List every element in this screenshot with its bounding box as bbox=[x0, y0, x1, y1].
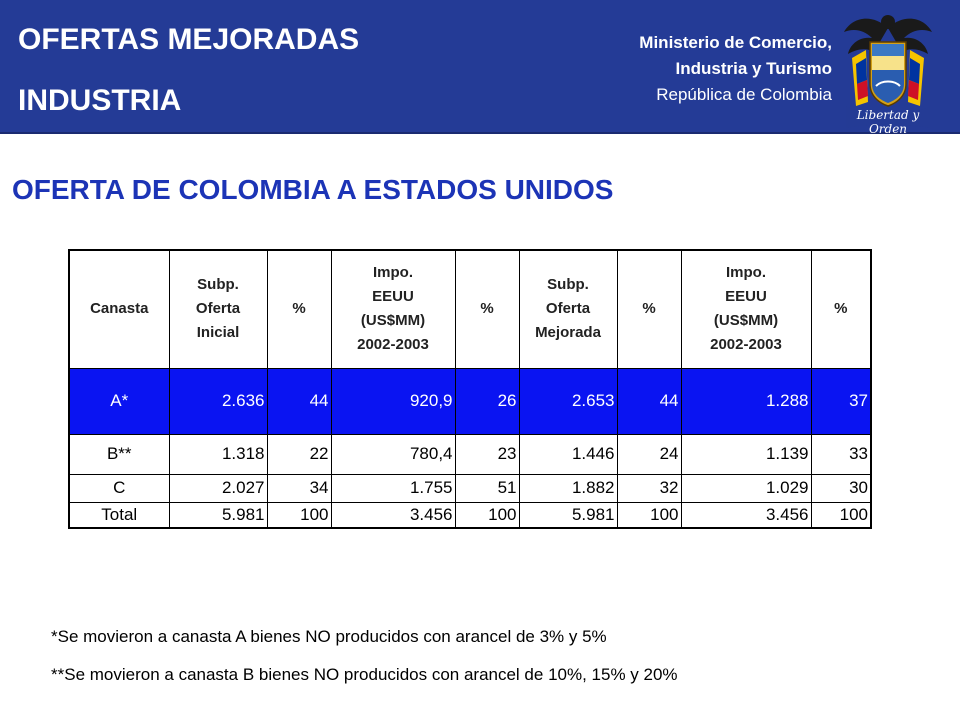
table-cell: 23 bbox=[454, 433, 520, 475]
crest-motto: Libertad y Orden bbox=[856, 108, 920, 136]
header-text: % bbox=[642, 300, 656, 318]
ministry-line1: Ministerio de Comercio, bbox=[639, 33, 832, 52]
table-cell: 44 bbox=[266, 367, 332, 435]
page-title-line1: OFERTAS MEJORADAS bbox=[18, 23, 360, 56]
column-header: Subp. Oferta Inicial bbox=[168, 249, 268, 369]
table-cell: 24 bbox=[616, 433, 682, 475]
header-text: 2002-2003 bbox=[357, 336, 429, 354]
header-text: Canasta bbox=[90, 300, 149, 318]
header-banner: OFERTAS MEJORADAS INDUSTRIA Ministerio d… bbox=[0, 0, 960, 136]
header-text: Inicial bbox=[196, 324, 240, 342]
table-cell: 100 bbox=[616, 501, 682, 529]
table-cell: 22 bbox=[266, 433, 332, 475]
table-cell: 1.446 bbox=[518, 433, 618, 475]
header-text: EEUU bbox=[372, 288, 414, 306]
table-cell: 1.882 bbox=[518, 473, 618, 503]
table-row: B** 1.318 22 780,4 23 1.446 24 1.139 33 bbox=[68, 433, 872, 475]
table-cell: 2.636 bbox=[168, 367, 268, 435]
coat-of-arms-icon bbox=[844, 15, 932, 128]
table-cell: 920,9 bbox=[330, 367, 456, 435]
ministry-line2: Industria y Turismo bbox=[675, 59, 833, 78]
header-text: Oferta bbox=[195, 300, 241, 318]
ministry-name: Ministerio de Comercio, Industria y Turi… bbox=[639, 30, 832, 108]
column-header: Canasta bbox=[68, 249, 170, 369]
table-cell: Total bbox=[68, 501, 170, 529]
table-cell: 37 bbox=[810, 367, 872, 435]
table-cell: 51 bbox=[454, 473, 520, 503]
header-text: Subp. bbox=[197, 276, 239, 294]
table-cell: 5.981 bbox=[518, 501, 618, 529]
table-cell: 26 bbox=[454, 367, 520, 435]
table-cell: 100 bbox=[810, 501, 872, 529]
table-cell: 32 bbox=[616, 473, 682, 503]
header-text: % bbox=[292, 300, 306, 318]
column-header: Impo. EEUU (US$MM) 2002-2003 bbox=[330, 249, 456, 369]
table-cell: 2.027 bbox=[168, 473, 268, 503]
offer-table: Canasta Subp. Oferta Inicial % Impo. EEU… bbox=[68, 249, 872, 529]
table-cell: 30 bbox=[810, 473, 872, 503]
header-text: EEUU bbox=[725, 288, 767, 306]
table-header-row: Canasta Subp. Oferta Inicial % Impo. EEU… bbox=[68, 249, 872, 369]
header-text: Impo. bbox=[726, 264, 766, 282]
header-text: % bbox=[480, 300, 494, 318]
table-cell: 1.755 bbox=[330, 473, 456, 503]
column-header: Impo. EEUU (US$MM) 2002-2003 bbox=[680, 249, 812, 369]
column-header: % bbox=[454, 249, 520, 369]
table-cell: 1.288 bbox=[680, 367, 812, 435]
table-row: A* 2.636 44 920,9 26 2.653 44 1.288 37 bbox=[68, 367, 872, 435]
table-cell: 33 bbox=[810, 433, 872, 475]
table-cell: 1.029 bbox=[680, 473, 812, 503]
header-text: Mejorada bbox=[535, 324, 601, 342]
footnote-b: **Se movieron a canasta B bienes NO prod… bbox=[51, 665, 678, 684]
column-header: % bbox=[616, 249, 682, 369]
header-text: 2002-2003 bbox=[710, 336, 782, 354]
table-cell: 1.139 bbox=[680, 433, 812, 475]
table-cell: 1.318 bbox=[168, 433, 268, 475]
header-text: Impo. bbox=[373, 264, 413, 282]
table-cell: 780,4 bbox=[330, 433, 456, 475]
header-text: Oferta bbox=[545, 300, 591, 318]
header-text: % bbox=[834, 300, 848, 318]
header-text: (US$MM) bbox=[360, 312, 426, 330]
ministry-line3: República de Colombia bbox=[656, 85, 832, 104]
table-cell: C bbox=[68, 473, 170, 503]
table-cell: 3.456 bbox=[680, 501, 812, 529]
table-cell: A* bbox=[68, 367, 170, 435]
table-cell: 2.653 bbox=[518, 367, 618, 435]
table-cell: 100 bbox=[454, 501, 520, 529]
table-cell: 5.981 bbox=[168, 501, 268, 529]
footnotes: *Se movieron a canasta A bienes NO produ… bbox=[51, 618, 678, 694]
column-header: Subp. Oferta Mejorada bbox=[518, 249, 618, 369]
section-title: OFERTA DE COLOMBIA A ESTADOS UNIDOS bbox=[12, 174, 614, 205]
header-text: Subp. bbox=[547, 276, 589, 294]
table-cell: 100 bbox=[266, 501, 332, 529]
footnote-a: *Se movieron a canasta A bienes NO produ… bbox=[51, 627, 607, 646]
table-cell: 3.456 bbox=[330, 501, 456, 529]
column-header: % bbox=[810, 249, 872, 369]
page-title-line2: INDUSTRIA bbox=[18, 84, 182, 117]
table-cell: B** bbox=[68, 433, 170, 475]
column-header: % bbox=[266, 249, 332, 369]
table-cell: 44 bbox=[616, 367, 682, 435]
table-cell: 34 bbox=[266, 473, 332, 503]
table-row: C 2.027 34 1.755 51 1.882 32 1.029 30 bbox=[68, 473, 872, 503]
header-text: (US$MM) bbox=[713, 312, 779, 330]
table-row-total: Total 5.981 100 3.456 100 5.981 100 3.45… bbox=[68, 501, 872, 529]
